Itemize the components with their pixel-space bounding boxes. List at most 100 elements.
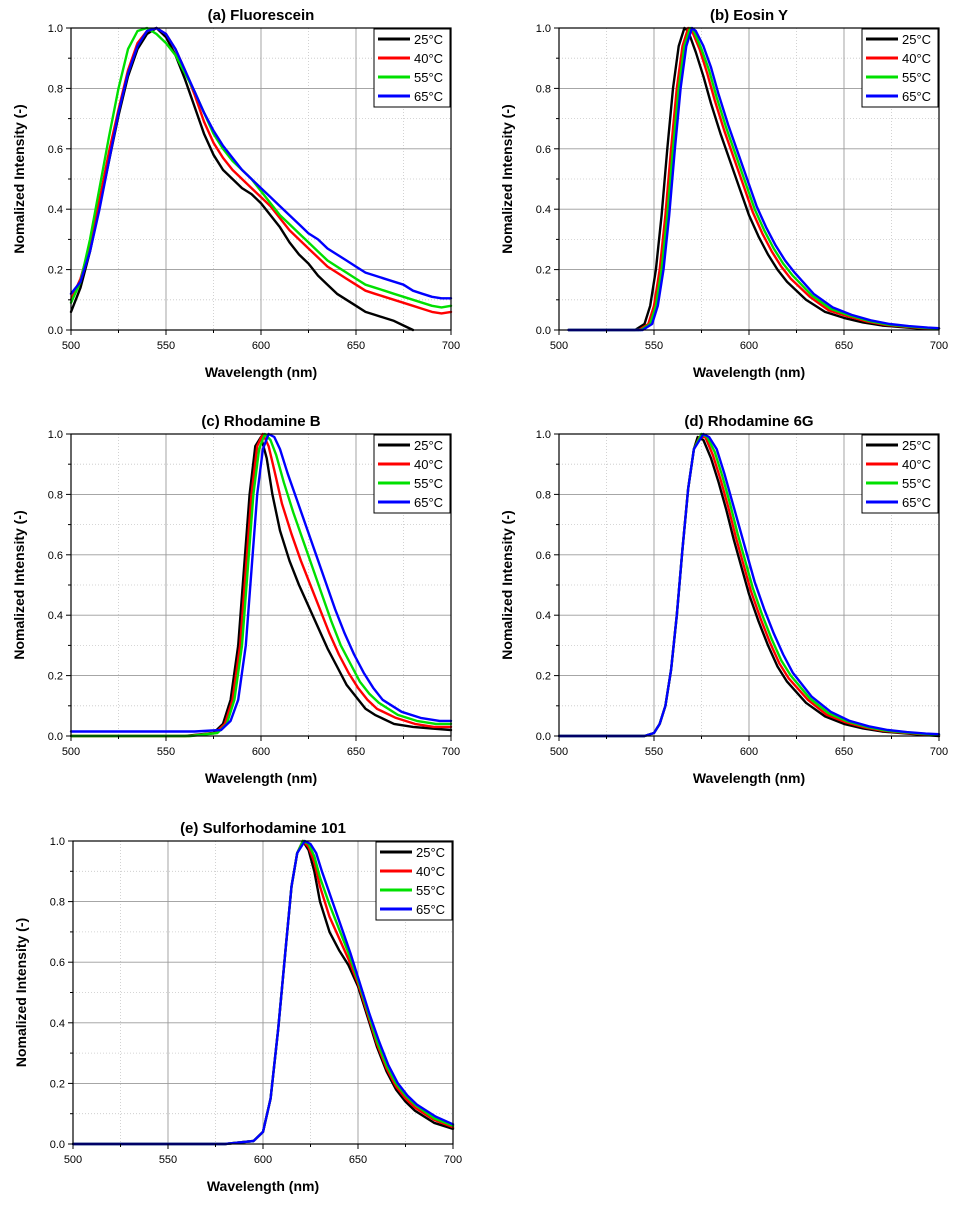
y-tick-label: 0.8	[536, 489, 551, 501]
legend-label: 55°C	[416, 883, 445, 898]
x-axis-label: Wavelength (nm)	[693, 364, 805, 380]
y-tick-label: 0.0	[48, 731, 63, 743]
y-tick-label: 0.2	[50, 1078, 65, 1090]
y-tick-label: 1.0	[536, 23, 551, 35]
y-axis-label: Nomalized Intensity (-)	[499, 510, 515, 659]
chart-panel-sulforhodamine-101: 500 550 600 650 700 0.0 0.2 0.4 0.6 0.8 1.0 (e) Sul…	[13, 820, 462, 1194]
x-tick-label: 600	[740, 340, 758, 352]
legend-label: 55°C	[414, 70, 443, 85]
y-tick-label: 0.2	[48, 265, 63, 277]
y-tick-label: 1.0	[50, 836, 65, 848]
series-line-40c	[567, 26, 941, 332]
x-tick-label: 700	[442, 340, 460, 352]
chart-title: (a) Fluorescein	[208, 7, 315, 24]
legend: 25°C 40°C 55°C 65°C	[375, 841, 453, 921]
chart-title: (d) Rhodamine 6G	[684, 413, 813, 430]
x-tick-label: 550	[645, 340, 663, 352]
y-tick-label: 0.4	[50, 1018, 65, 1030]
legend: 25°C 40°C 55°C 65°C	[861, 434, 939, 514]
legend-label: 55°C	[414, 476, 443, 491]
y-tick-label: 0.2	[536, 671, 551, 683]
legend-label: 65°C	[416, 902, 445, 917]
legend-label: 25°C	[416, 845, 445, 860]
legend-label: 40°C	[902, 51, 931, 66]
x-tick-label: 550	[159, 1154, 177, 1166]
legend-label: 25°C	[414, 32, 443, 47]
x-tick-label: 700	[444, 1154, 462, 1166]
y-tick-label: 0.0	[50, 1139, 65, 1151]
legend-label: 65°C	[902, 89, 931, 104]
y-tick-label: 0.8	[48, 489, 63, 501]
y-tick-label: 0.4	[536, 204, 551, 216]
legend-box	[373, 434, 451, 514]
y-tick-label: 0.0	[48, 325, 63, 337]
legend-label: 25°C	[902, 32, 931, 47]
y-tick-label: 0.2	[536, 265, 551, 277]
x-axis-label: Wavelength (nm)	[205, 770, 317, 786]
y-tick-label: 0.2	[48, 671, 63, 683]
series-line-55c	[69, 26, 453, 309]
series-line-65c	[557, 432, 941, 738]
legend-label: 65°C	[414, 495, 443, 510]
x-tick-label: 550	[645, 746, 663, 758]
legend-label: 40°C	[416, 864, 445, 879]
y-tick-label: 0.6	[50, 957, 65, 969]
chart-title: (e) Sulforhodamine 101	[180, 820, 346, 837]
series-line-25c	[69, 435, 453, 738]
legend-label: 40°C	[902, 457, 931, 472]
y-tick-label: 0.6	[48, 550, 63, 562]
chart-title: (b) Eosin Y	[710, 7, 788, 24]
x-tick-label: 650	[835, 746, 853, 758]
y-tick-label: 0.8	[48, 83, 63, 95]
legend-label: 40°C	[414, 51, 443, 66]
legend-label: 55°C	[902, 70, 931, 85]
chart-panel-fluorescein: 500 550 600 650 700 0.0 0.2 0.4 0.6 0.8 1.0 (a) Flu…	[11, 7, 460, 380]
legend-box	[373, 28, 451, 108]
x-tick-label: 600	[740, 746, 758, 758]
y-tick-label: 0.6	[536, 550, 551, 562]
y-tick-label: 0.6	[48, 144, 63, 156]
series-line-65c	[69, 432, 453, 733]
y-tick-label: 0.0	[536, 731, 551, 743]
y-tick-label: 1.0	[536, 429, 551, 441]
y-axis-label: Nomalized Intensity (-)	[13, 918, 29, 1067]
y-tick-label: 0.8	[536, 83, 551, 95]
legend-label: 25°C	[902, 438, 931, 453]
chart-panel-rhodamine-6g: 500 550 600 650 700 0.0 0.2 0.4 0.6 0.8 1.0 (d) Rho…	[499, 413, 948, 786]
series-line-40c	[69, 432, 453, 738]
y-axis-label: Nomalized Intensity (-)	[11, 510, 27, 659]
chart-panel-eosin-y: 500 550 600 650 700 0.0 0.2 0.4 0.6 0.8 1.0 (b) Eos…	[499, 7, 948, 380]
series-line-25c	[567, 26, 941, 332]
legend-label: 55°C	[902, 476, 931, 491]
x-tick-label: 550	[157, 746, 175, 758]
chart-title: (c) Rhodamine B	[201, 413, 320, 430]
legend-label: 25°C	[414, 438, 443, 453]
legend-box	[861, 434, 939, 514]
y-axis-label: Nomalized Intensity (-)	[499, 104, 515, 253]
series-line-65c	[69, 26, 453, 300]
x-tick-label: 500	[64, 1154, 82, 1166]
x-tick-label: 500	[62, 746, 80, 758]
x-tick-label: 550	[157, 340, 175, 352]
x-axis-label: Wavelength (nm)	[207, 1178, 319, 1194]
y-tick-label: 0.6	[536, 144, 551, 156]
legend-label: 65°C	[414, 89, 443, 104]
legend-label: 65°C	[902, 495, 931, 510]
x-tick-label: 500	[550, 340, 568, 352]
x-axis-label: Wavelength (nm)	[205, 364, 317, 380]
x-tick-label: 600	[252, 340, 270, 352]
y-axis-label: Nomalized Intensity (-)	[11, 104, 27, 253]
y-tick-label: 0.8	[50, 897, 65, 909]
x-tick-label: 700	[442, 746, 460, 758]
legend: 25°C 40°C 55°C 65°C	[861, 28, 939, 108]
x-tick-label: 500	[62, 340, 80, 352]
x-tick-label: 500	[550, 746, 568, 758]
series-line-65c	[71, 839, 455, 1146]
series-line-65c	[567, 26, 941, 332]
x-tick-label: 650	[349, 1154, 367, 1166]
y-tick-label: 0.4	[536, 610, 551, 622]
y-tick-label: 1.0	[48, 23, 63, 35]
x-tick-label: 600	[254, 1154, 272, 1166]
legend: 25°C 40°C 55°C 65°C	[373, 434, 451, 514]
